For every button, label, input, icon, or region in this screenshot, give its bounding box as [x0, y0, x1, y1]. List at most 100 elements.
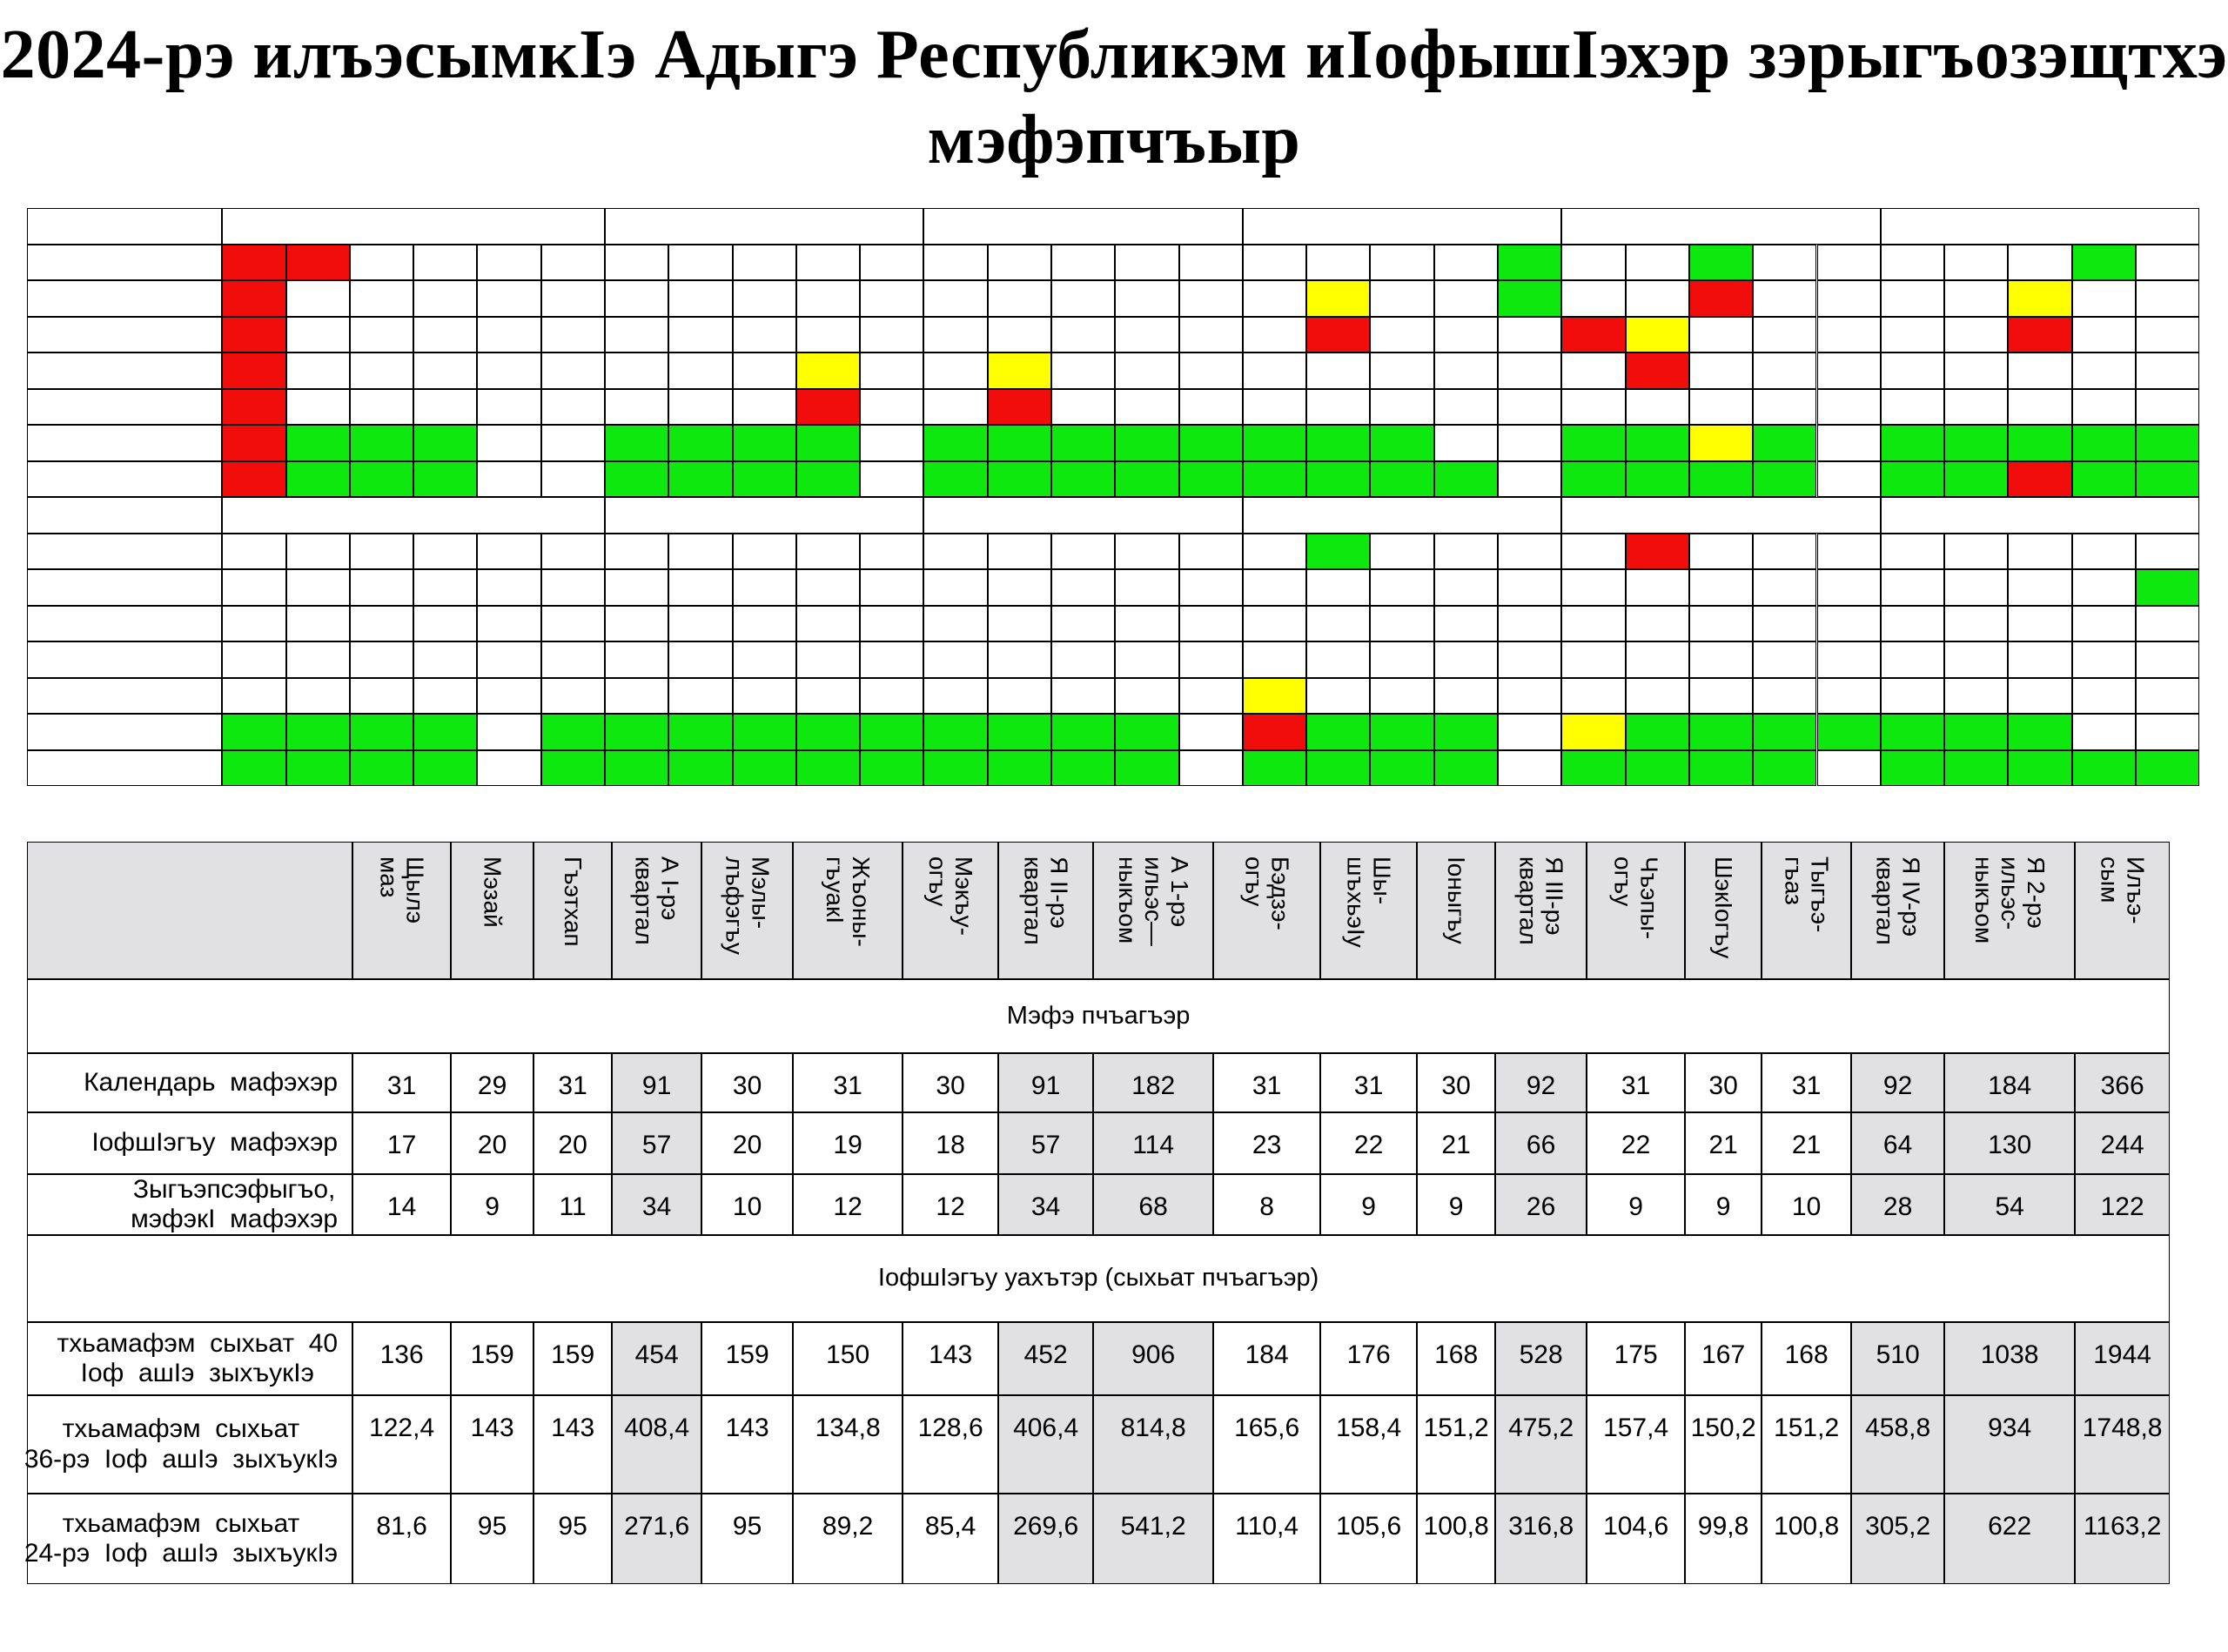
day-cell	[1688, 353, 1754, 389]
day-cell	[1115, 460, 1179, 498]
day-cell	[987, 749, 1051, 787]
summary-value-cell: 34	[998, 1174, 1094, 1236]
summary-row-label: IофшIэгъу мафэхэр	[27, 1112, 353, 1175]
day-cell	[285, 749, 350, 787]
day-cell	[1625, 714, 1689, 750]
summary-value-cell: 57	[612, 1112, 702, 1175]
section-title-days: Мэфэ пчъагъэр	[27, 979, 2171, 1054]
day-cell	[2135, 605, 2200, 642]
summary-value-cell: 269,6	[998, 1494, 1094, 1585]
day-cell	[1498, 641, 1562, 678]
summary-value-cell: 454	[612, 1322, 702, 1396]
day-cell	[222, 533, 286, 570]
summary-column-header: Илъэ- сым	[2075, 842, 2171, 980]
day-cell	[1753, 460, 1817, 498]
day-cell	[1944, 677, 2009, 715]
summary-value-cell: 57	[998, 1112, 1094, 1175]
summary-value-cell: 12	[903, 1174, 999, 1236]
summary-value-cell: 29	[451, 1053, 534, 1113]
day-cell	[1306, 533, 1371, 570]
summary-value-cell: 20	[534, 1112, 613, 1175]
day-cell	[923, 316, 988, 353]
day-cell	[668, 677, 733, 715]
day-cell	[2008, 316, 2072, 353]
summary-value-cell: 23	[1213, 1112, 1321, 1175]
day-cell	[1115, 605, 1179, 642]
day-cell	[1688, 569, 1754, 606]
summary-value-cell: 64	[1851, 1112, 1945, 1175]
summary-value-cell: 143	[701, 1395, 794, 1494]
day-cell	[1625, 749, 1689, 787]
summary-value-cell: 271,6	[612, 1494, 702, 1585]
day-cell	[1051, 244, 1116, 281]
day-cell	[222, 569, 286, 606]
day-cell	[1880, 605, 1945, 642]
day-cell	[732, 749, 796, 787]
day-cell	[285, 569, 350, 606]
day-cell	[1370, 677, 1434, 715]
column-header-label: Я IV-рэ квартал	[1871, 856, 1925, 945]
day-cell	[732, 425, 796, 461]
day-cell	[1498, 677, 1562, 715]
day-cell	[1115, 749, 1179, 787]
day-cell	[1561, 533, 1626, 570]
day-cell	[349, 353, 414, 389]
column-header-label: А 1-рэ ильэс— ныкъом	[1114, 856, 1194, 946]
day-cell	[222, 460, 286, 498]
day-cell	[477, 244, 541, 281]
row-label-text: Календарь мафэхэр	[84, 1067, 339, 1097]
day-cell	[1688, 460, 1754, 498]
summary-column-header: Шы- шъхьэIу	[1320, 842, 1418, 980]
day-cell	[2071, 641, 2136, 678]
day-cell	[1625, 388, 1689, 426]
day-cell	[285, 605, 350, 642]
day-cell	[1625, 353, 1689, 389]
summary-value-cell: 66	[1495, 1112, 1587, 1175]
day-cell	[285, 316, 350, 353]
day-cell	[1051, 677, 1116, 715]
day-cell	[1816, 353, 1881, 389]
summary-value-cell: 104,6	[1587, 1494, 1686, 1585]
summary-value-cell: 114	[1093, 1112, 1214, 1175]
summary-value-cell: 168	[1417, 1322, 1496, 1396]
day-cell	[222, 714, 286, 750]
month-header	[1880, 208, 2200, 245]
day-cell	[923, 714, 988, 750]
day-cell	[1753, 280, 1817, 317]
day-cell	[795, 244, 861, 281]
day-cell	[923, 569, 988, 606]
day-cell	[1753, 714, 1817, 750]
day-cell	[987, 353, 1051, 389]
day-cell	[987, 605, 1051, 642]
day-cell	[1880, 641, 1945, 678]
day-cell	[987, 244, 1051, 281]
day-cell	[413, 388, 478, 426]
day-cell	[923, 280, 988, 317]
day-cell	[1498, 280, 1562, 317]
day-cell	[2008, 641, 2072, 678]
summary-value-cell: 452	[998, 1322, 1094, 1396]
day-cell	[604, 641, 669, 678]
day-cell	[987, 641, 1051, 678]
day-cell	[349, 244, 414, 281]
month-header	[1880, 497, 2200, 534]
day-cell	[413, 641, 478, 678]
day-cell	[2071, 460, 2136, 498]
day-cell	[604, 569, 669, 606]
day-cell	[795, 280, 861, 317]
day-cell	[1944, 569, 2009, 606]
day-cell	[1561, 749, 1626, 787]
summary-value-cell: 110,4	[1213, 1494, 1321, 1585]
day-cell	[1944, 714, 2009, 750]
day-cell	[860, 353, 924, 389]
day-cell	[349, 533, 414, 570]
day-cell	[540, 244, 605, 281]
day-cell	[860, 714, 924, 750]
day-cell	[477, 425, 541, 461]
summary-value-cell: 85,4	[903, 1494, 999, 1585]
day-cell	[1051, 388, 1116, 426]
day-cell	[1498, 425, 1562, 461]
day-cell	[1816, 425, 1881, 461]
day-cell	[285, 388, 350, 426]
column-header-label: Жъоны- гъуакI	[822, 856, 876, 947]
